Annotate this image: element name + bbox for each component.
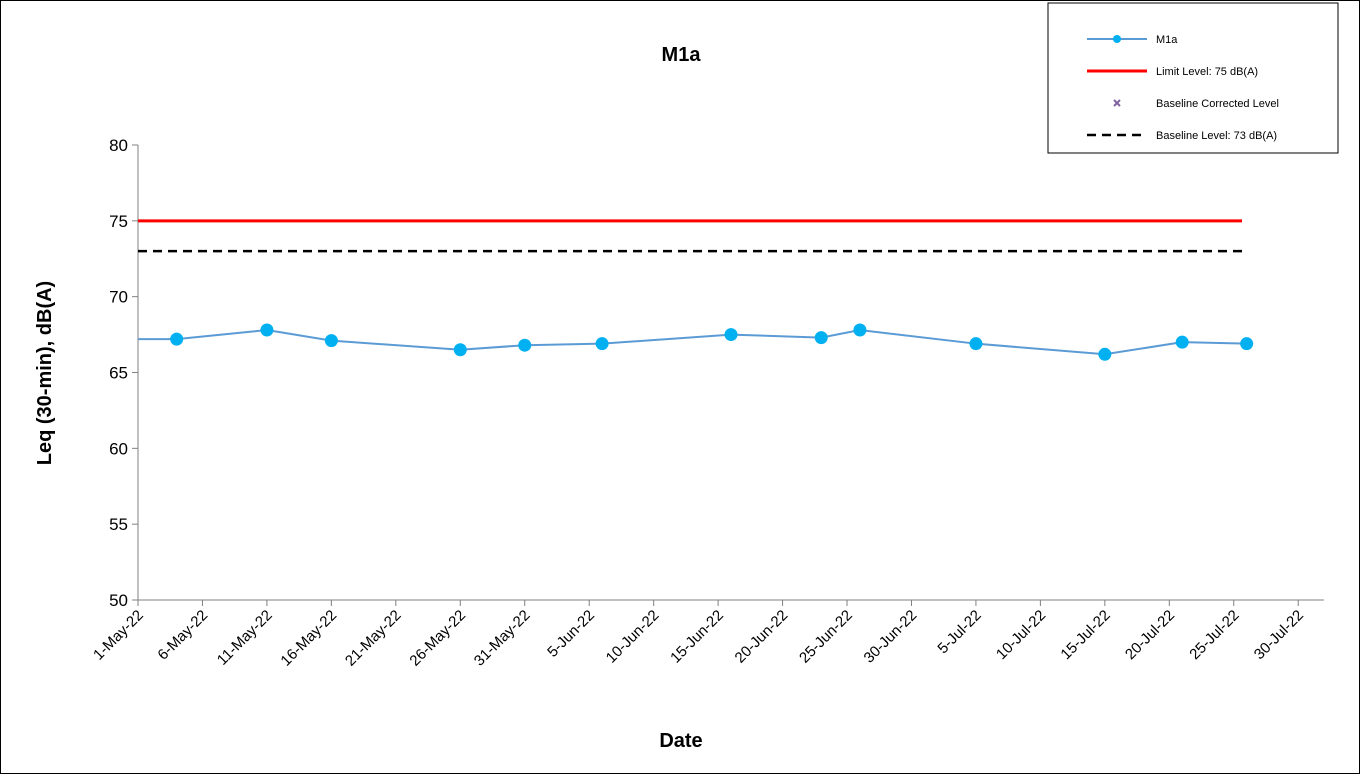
data-point-m1a <box>453 343 467 357</box>
legend-baseline-corrected-marker <box>1113 99 1121 107</box>
x-tick-label: 20-Jul-22 <box>1122 607 1178 663</box>
x-tick-label: 21-May-22 <box>342 607 405 670</box>
x-tick-label: 5-Jun-22 <box>544 607 598 661</box>
x-tick-label: 15-Jun-22 <box>667 607 727 667</box>
x-tick-label: 20-Jun-22 <box>732 607 792 667</box>
legend-box <box>1047 2 1339 154</box>
series-line-m1a <box>138 329 1247 356</box>
legend-limit-label: Limit Level: 75 dB(A) <box>1156 66 1258 78</box>
y-axis-title: Leq (30-min), dB(A) <box>34 281 56 465</box>
data-point-m1a <box>724 328 738 342</box>
x-tick-label: 5-Jul-22 <box>934 607 984 657</box>
data-point-m1a <box>1240 337 1254 351</box>
data-point-m1a <box>853 323 867 337</box>
x-tick-label: 15-Jul-22 <box>1057 607 1113 663</box>
data-point-m1a <box>324 334 338 348</box>
y-tick-label: 55 <box>109 515 128 534</box>
legend-m1a-marker <box>1113 35 1121 43</box>
x-tick-label: 11-May-22 <box>214 607 276 669</box>
data-point-m1a <box>969 337 983 351</box>
x-axis-title: Date <box>659 730 702 752</box>
data-point-m1a <box>814 331 828 345</box>
legend: M1a Limit Level: 75 dB(A) Baseline Corre… <box>1047 2 1339 154</box>
data-point-m1a <box>595 337 609 351</box>
y-tick-label: 60 <box>109 439 128 458</box>
y-tick-label: 80 <box>109 136 128 155</box>
x-tick-label: 16-May-22 <box>277 607 340 670</box>
y-tick-label: 70 <box>109 288 128 307</box>
x-tick-label: 6-May-22 <box>154 607 211 664</box>
x-tick-label: 30-Jun-22 <box>861 607 921 667</box>
data-point-m1a <box>518 338 532 352</box>
data-point-m1a <box>1098 347 1112 361</box>
y-tick-labels: 50 55 60 65 70 75 80 <box>109 136 128 610</box>
legend-baseline-label: Baseline Level: 73 dB(A) <box>1156 130 1277 142</box>
data-point-m1a <box>1175 335 1189 349</box>
series-layer <box>138 323 1254 361</box>
x-tick-label: 25-Jul-22 <box>1186 607 1242 663</box>
y-tick-label: 50 <box>109 591 128 610</box>
x-tick-labels: 1-May-22 6-May-22 11-May-22 16-May-22 21-May… <box>90 607 1307 670</box>
y-tick-label: 75 <box>109 212 128 231</box>
x-tick-label: 26-May-22 <box>406 607 469 670</box>
axes <box>132 144 1324 606</box>
x-tick-label: 31-May-22 <box>471 607 534 670</box>
y-tick-label: 65 <box>109 364 128 383</box>
chart-title: M1a <box>662 44 702 66</box>
x-tick-label: 30-Jul-22 <box>1251 607 1307 663</box>
data-point-m1a <box>260 323 274 337</box>
reference-lines <box>138 219 1242 253</box>
x-tick-label: 10-Jun-22 <box>603 607 663 667</box>
legend-baseline-corrected-label: Baseline Corrected Level <box>1156 98 1279 110</box>
x-tick-label: 25-Jun-22 <box>796 607 856 667</box>
data-point-m1a <box>170 332 184 346</box>
x-tick-label: 1-May-22 <box>90 607 147 664</box>
legend-m1a-label: M1a <box>1156 34 1178 46</box>
x-tick-label: 10-Jul-22 <box>993 607 1049 663</box>
